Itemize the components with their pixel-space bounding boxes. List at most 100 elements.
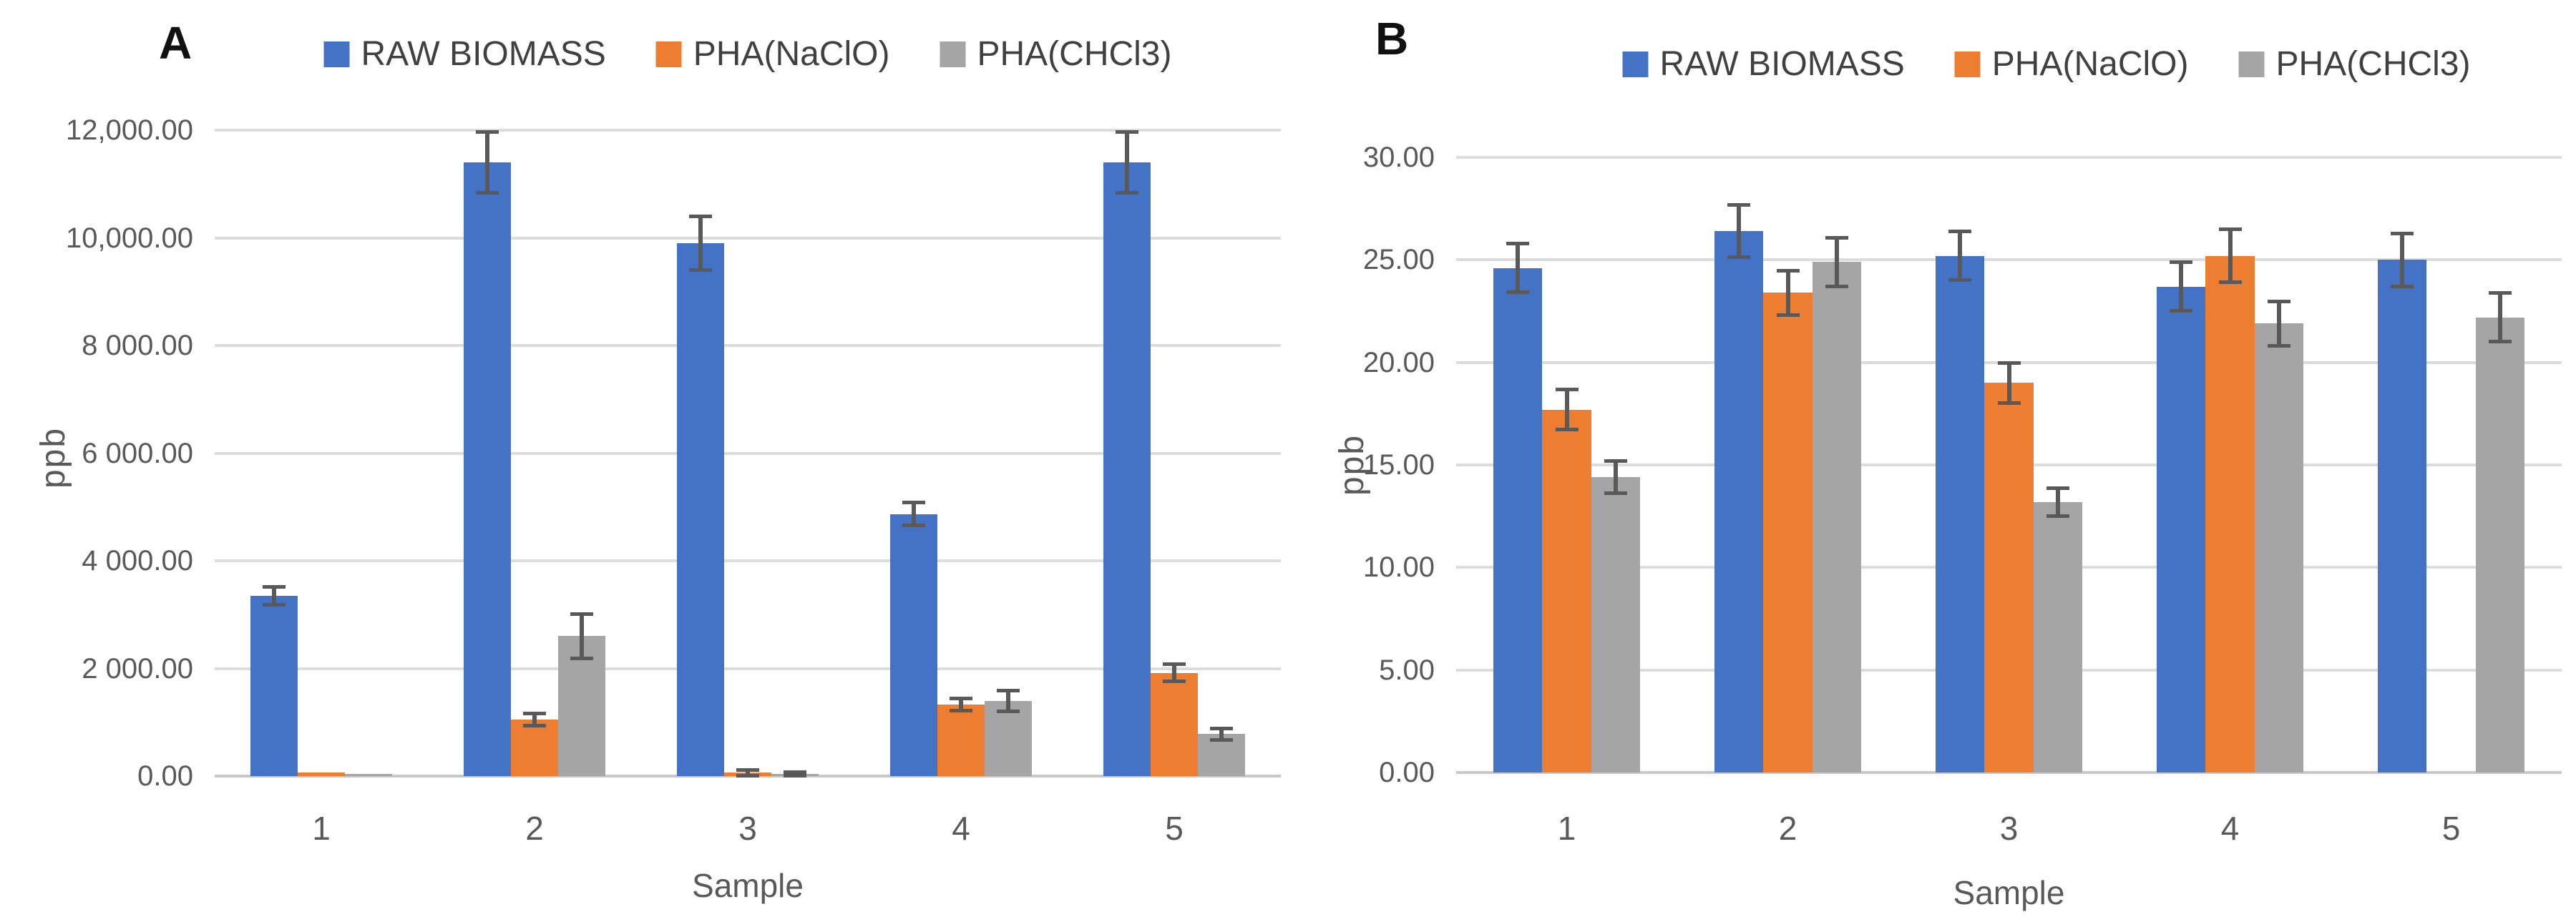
y-tick-label: 15.00 xyxy=(1362,449,1435,481)
legend-panel-b: RAW BIOMASS PHA(NaClO) PHA(CHCl3) xyxy=(1622,44,2470,84)
error-bar-line xyxy=(1006,690,1011,712)
x-axis-title-b: Sample xyxy=(1953,874,2065,911)
error-bar-cap-top xyxy=(1948,230,1971,234)
error-bar-cap-top xyxy=(1604,459,1628,464)
error-bar-line xyxy=(2228,229,2233,283)
error-bar-cap-top xyxy=(997,689,1020,693)
legend-item-pha-naclo: PHA(NaClO) xyxy=(1954,44,2188,84)
bar-sample-5-pha-chcl3 xyxy=(2475,317,2525,773)
legend-label: RAW BIOMASS xyxy=(361,35,606,73)
error-bar-line xyxy=(1564,388,1569,431)
x-axis-baseline xyxy=(1456,771,2562,774)
error-bar-cap-top xyxy=(1163,662,1186,667)
error-bar-cap-bottom xyxy=(784,774,807,778)
legend-label: PHA(NaClO) xyxy=(693,35,890,73)
error-bar-line xyxy=(532,712,537,726)
x-category-label: 4 xyxy=(2220,810,2240,847)
y-tick-label: 12,000.00 xyxy=(66,114,193,146)
bar-sample-1-raw-biomass xyxy=(250,595,298,776)
y-tick-label: 10,000.00 xyxy=(66,222,193,254)
error-bar-cap-top xyxy=(1997,361,2021,365)
bar-sample-3-raw-biomass xyxy=(676,243,724,776)
error-bar-cap-bottom xyxy=(1997,401,2021,405)
x-category-label: 2 xyxy=(1778,810,1797,847)
error-bar-line xyxy=(2178,262,2183,311)
error-bar-line xyxy=(580,613,585,659)
bar-sample-1-pha-chcl3 xyxy=(345,773,393,776)
error-bar-cap-bottom xyxy=(570,656,594,660)
legend-swatch-pha-chcl3 xyxy=(940,41,966,67)
error-bar-cap-bottom xyxy=(2489,340,2512,343)
gridline xyxy=(215,236,1281,240)
error-bar-line xyxy=(1219,728,1224,740)
bar-sample-3-raw-biomass xyxy=(1935,255,1985,773)
legend-panel-a: RAW BIOMASS PHA(NaClO) PHA(CHCl3) xyxy=(323,34,1172,74)
error-bar-line xyxy=(1614,461,1619,494)
y-tick-label: 30.00 xyxy=(1362,142,1435,173)
error-bar-line xyxy=(1172,664,1176,682)
legend-label: PHA(CHCl3) xyxy=(977,35,1172,73)
bar-sample-5-raw-biomass xyxy=(2377,260,2427,773)
error-bar-line xyxy=(2399,233,2404,287)
error-bar-cap-top xyxy=(1776,268,1800,273)
gridline xyxy=(215,344,1281,347)
x-category-label: 5 xyxy=(2441,810,2461,847)
error-bar-cap-top xyxy=(1825,235,1849,240)
error-bar-cap-bottom xyxy=(997,710,1020,714)
legend-item-raw-biomass: RAW BIOMASS xyxy=(323,34,606,74)
error-bar-line xyxy=(1124,132,1129,194)
error-bar-cap-top xyxy=(2489,291,2512,295)
error-bar-cap-top xyxy=(902,500,925,504)
error-bar-cap-top xyxy=(1115,130,1138,134)
legend-swatch-raw-biomass xyxy=(1622,51,1649,77)
y-tick-label: 4 000.00 xyxy=(82,545,193,577)
error-bar-cap-bottom xyxy=(1115,191,1138,195)
bar-sample-4-raw-biomass xyxy=(889,514,937,776)
y-tick-label: 2 000.00 xyxy=(82,652,193,685)
x-category-label: 3 xyxy=(1999,810,2019,847)
bar-sample-1-pha-naclo xyxy=(1542,409,1591,773)
error-bar-cap-bottom xyxy=(736,774,759,778)
legend-label: PHA(CHCl3) xyxy=(2275,45,2471,83)
legend-item-pha-chcl3: PHA(CHCl3) xyxy=(2238,44,2470,84)
error-bar-line xyxy=(1736,204,1741,258)
error-bar-line xyxy=(271,587,276,605)
error-bar-line xyxy=(2277,300,2282,346)
error-bar-cap-top xyxy=(950,696,972,700)
error-bar-cap-bottom xyxy=(2046,514,2070,518)
error-bar-line xyxy=(698,216,703,270)
error-bar-cap-top xyxy=(2046,486,2070,490)
error-bar-cap-bottom xyxy=(1948,278,1971,282)
x-category-label: 1 xyxy=(312,810,331,847)
bar-sample-4-pha-chcl3 xyxy=(985,701,1033,776)
y-tick-label: 0.00 xyxy=(137,760,193,792)
error-bar-line xyxy=(793,771,798,776)
gridline xyxy=(215,667,1281,670)
bar-sample-4-raw-biomass xyxy=(2156,286,2206,773)
error-bar-cap-bottom xyxy=(1555,428,1579,432)
error-bar-cap-bottom xyxy=(1776,313,1800,317)
x-category-label: 5 xyxy=(1165,810,1184,847)
error-bar-cap-bottom xyxy=(2268,343,2291,348)
bar-sample-2-pha-naclo xyxy=(1763,293,1813,773)
error-bar-cap-bottom xyxy=(2218,280,2242,284)
error-bar-cap-bottom xyxy=(1604,491,1628,496)
bar-sample-1-pha-chcl3 xyxy=(1591,477,1641,773)
error-bar-cap-top xyxy=(784,770,807,774)
bar-sample-2-raw-biomass xyxy=(1714,231,1764,773)
bar-sample-2-pha-chcl3 xyxy=(1812,262,1862,773)
x-axis-title-a: Sample xyxy=(692,867,804,904)
error-bar-cap-top xyxy=(2169,260,2192,265)
error-bar-line xyxy=(911,501,916,526)
error-bar-cap-bottom xyxy=(1506,290,1529,295)
error-bar-line xyxy=(484,132,489,194)
bar-sample-1-pha-naclo xyxy=(297,773,346,776)
legend-swatch-pha-chcl3 xyxy=(2238,51,2265,77)
x-category-label: 4 xyxy=(952,810,970,847)
bar-sample-2-pha-naclo xyxy=(510,719,559,776)
error-bar-cap-top xyxy=(1210,727,1234,731)
x-category-label: 2 xyxy=(525,810,544,847)
error-bar-cap-top xyxy=(1506,242,1529,246)
error-bar-line xyxy=(1835,237,1840,287)
